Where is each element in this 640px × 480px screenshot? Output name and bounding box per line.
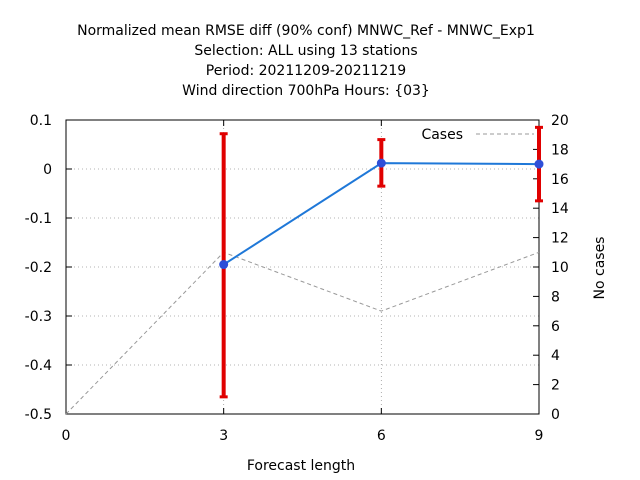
y2-axis-label: No cases [592, 237, 608, 300]
y2-tick-label: 0 [551, 407, 560, 423]
y2-tick-label: 10 [551, 260, 569, 276]
y2-tick-label: 16 [551, 172, 569, 188]
legend: Cases [421, 127, 534, 143]
series-layer [65, 125, 544, 415]
y2-tick-label: 20 [551, 113, 569, 129]
y-tick-label: -0.1 [25, 211, 52, 227]
y-tick-label: 0 [43, 162, 52, 178]
y2-tick-label: 6 [551, 319, 560, 335]
data-point [534, 159, 544, 169]
axis-ticks: 0.10-0.1-0.2-0.3-0.4-0.50 3 6 9201816141210… [25, 113, 569, 444]
y-tick-label: -0.5 [25, 407, 52, 423]
y-tick-label: -0.2 [25, 260, 52, 276]
y2-tick-label: 14 [551, 201, 569, 217]
title-line-1: Normalized mean RMSE diff (90% conf) MNW… [77, 23, 535, 39]
data-point [219, 260, 229, 270]
x-tick-label: 3 [219, 428, 228, 444]
x-tick-label: 6 [377, 428, 386, 444]
y-tick-label: -0.3 [25, 309, 52, 325]
series-line-cases [65, 251, 540, 415]
y-tick-label: 0.1 [30, 113, 52, 129]
y2-tick-label: 4 [551, 348, 560, 364]
y2-tick-label: 18 [551, 142, 569, 158]
chart-title: Normalized mean RMSE diff (90% conf) MNW… [77, 23, 535, 99]
title-line-4: Wind direction 700hPa Hours: {03} [182, 83, 430, 99]
legend-label-cases: Cases [421, 127, 463, 143]
x-tick-label: 0 [62, 428, 71, 444]
title-line-3: Period: 20211209-20211219 [206, 63, 406, 79]
x-tick-label: 9 [535, 428, 544, 444]
x-axis-label: Forecast length [247, 458, 355, 474]
data-point [376, 158, 386, 168]
y-tick-label: -0.4 [25, 358, 52, 374]
y2-tick-label: 2 [551, 378, 560, 394]
title-line-2: Selection: ALL using 13 stations [194, 43, 417, 59]
y2-tick-label: 8 [551, 289, 560, 305]
y2-tick-label: 12 [551, 231, 569, 247]
